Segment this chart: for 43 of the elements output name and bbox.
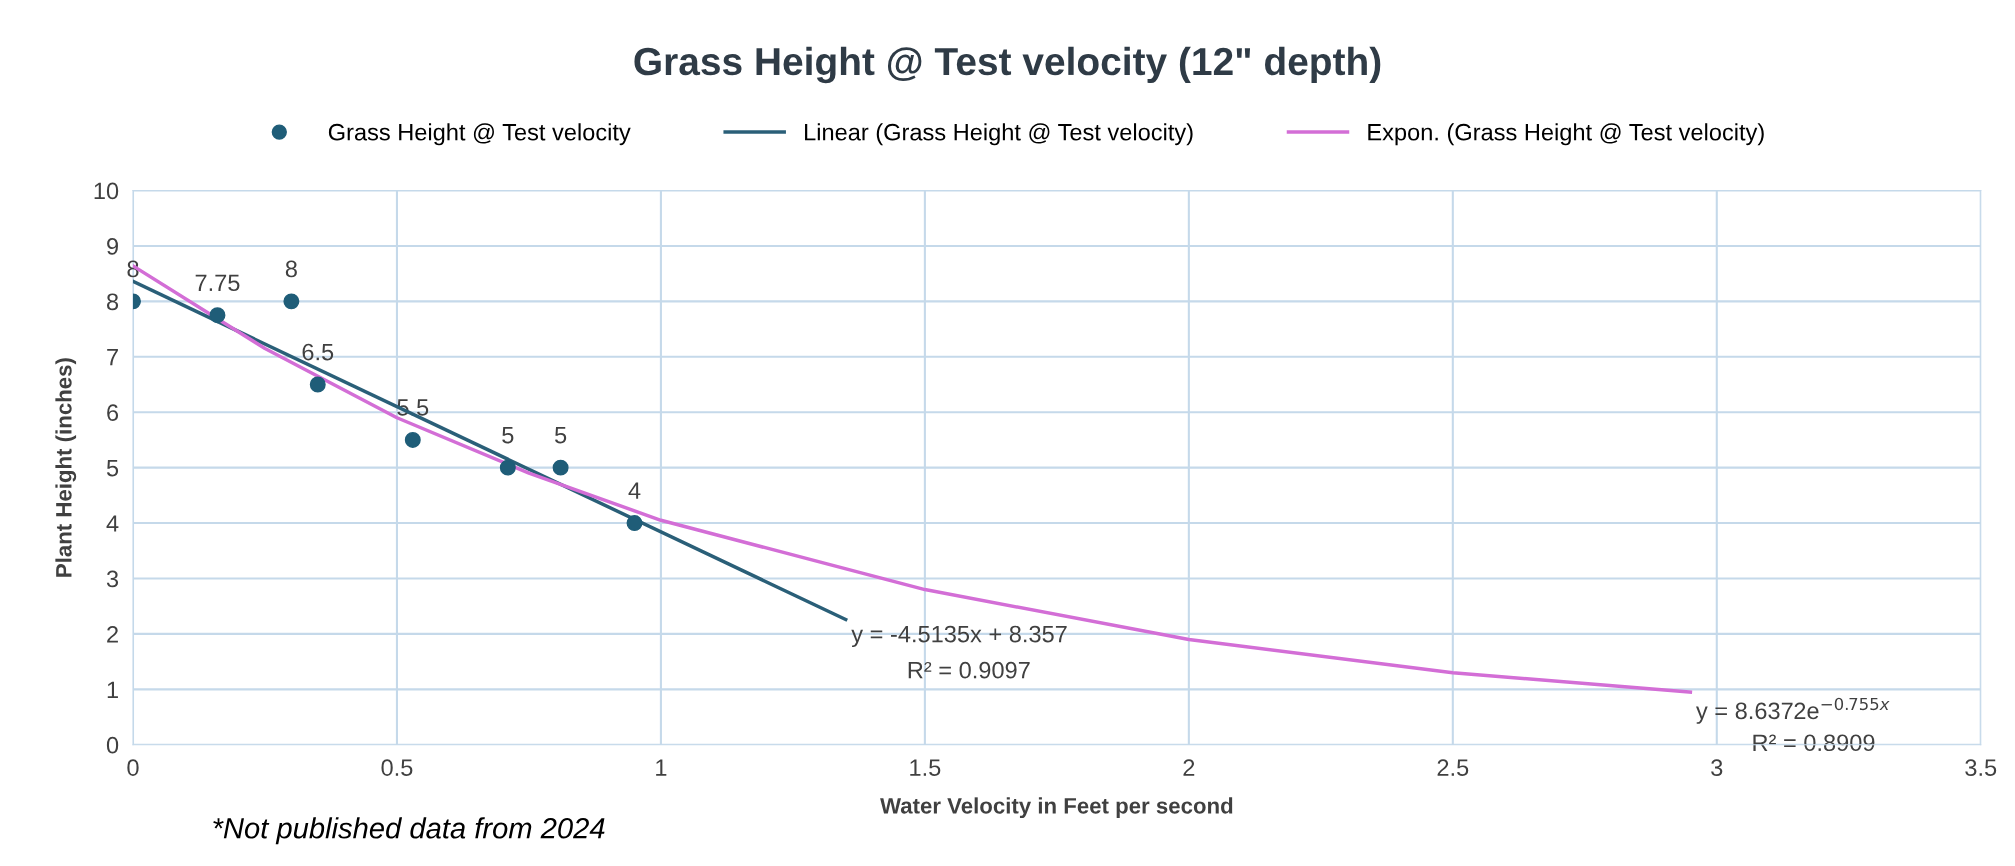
data-label: 4	[628, 482, 641, 499]
legend-label: Expon. (Grass Height @ Test velocity)	[1368, 123, 1764, 146]
y-tick-label: 9	[107, 238, 118, 255]
y-tick-label: 5	[106, 459, 119, 477]
x-tick-label: 2.5	[1437, 759, 1469, 776]
annotation: R² = 0.9097	[908, 661, 1030, 679]
x-tick-label: 0	[127, 759, 139, 776]
y-tick-label: 10	[94, 182, 119, 200]
chart-title: Grass Height @ Test velocity (12" depth)	[634, 46, 1381, 84]
y-tick-label: 2	[107, 625, 118, 643]
point	[283, 293, 300, 310]
y-tick-label: 0	[106, 736, 119, 754]
data-label: 8	[285, 260, 297, 278]
annotation: R² = 0.8909	[1753, 734, 1875, 752]
legend-label: Linear (Grass Height @ Test velocity)	[805, 123, 1193, 146]
x-tick-label: 1.5	[910, 759, 941, 776]
annotation: y = 8.6372e$^{−0.755x}$	[1696, 697, 1890, 724]
data-label: 5	[502, 427, 514, 444]
y-tick-label: 7	[107, 349, 118, 366]
y-tick-label: 4	[106, 515, 119, 532]
x-tick-label: 1	[656, 759, 667, 776]
x-tick-label: 0.5	[381, 759, 413, 776]
x-tick-label: 3	[1711, 759, 1723, 776]
point	[626, 515, 643, 532]
y-tick-label: 3	[106, 570, 119, 588]
data-label: 7.75	[195, 274, 240, 292]
text: *Not published data from 2024	[213, 817, 605, 845]
y-tick-label: 1	[107, 681, 118, 698]
point	[499, 459, 516, 476]
point	[404, 431, 421, 448]
annotation: y = -4.5135x + 8.357	[851, 625, 1067, 648]
x-tick-label: 2	[1183, 759, 1195, 776]
y-axis-title: Plant Height (inches)	[55, 358, 77, 577]
point	[552, 459, 569, 476]
legend-label: Grass Height @ Test velocity	[328, 123, 631, 146]
y-tick-label: 6	[107, 404, 119, 421]
point	[309, 376, 326, 393]
x-axis-title: Water Velocity in Feet per second	[880, 797, 1233, 819]
x-tick-label: 3.5	[1965, 759, 1997, 776]
point	[209, 307, 226, 324]
y-tick-label: 8	[107, 293, 119, 311]
data-label: 5	[554, 427, 567, 444]
data-label: 6.5	[302, 343, 334, 361]
